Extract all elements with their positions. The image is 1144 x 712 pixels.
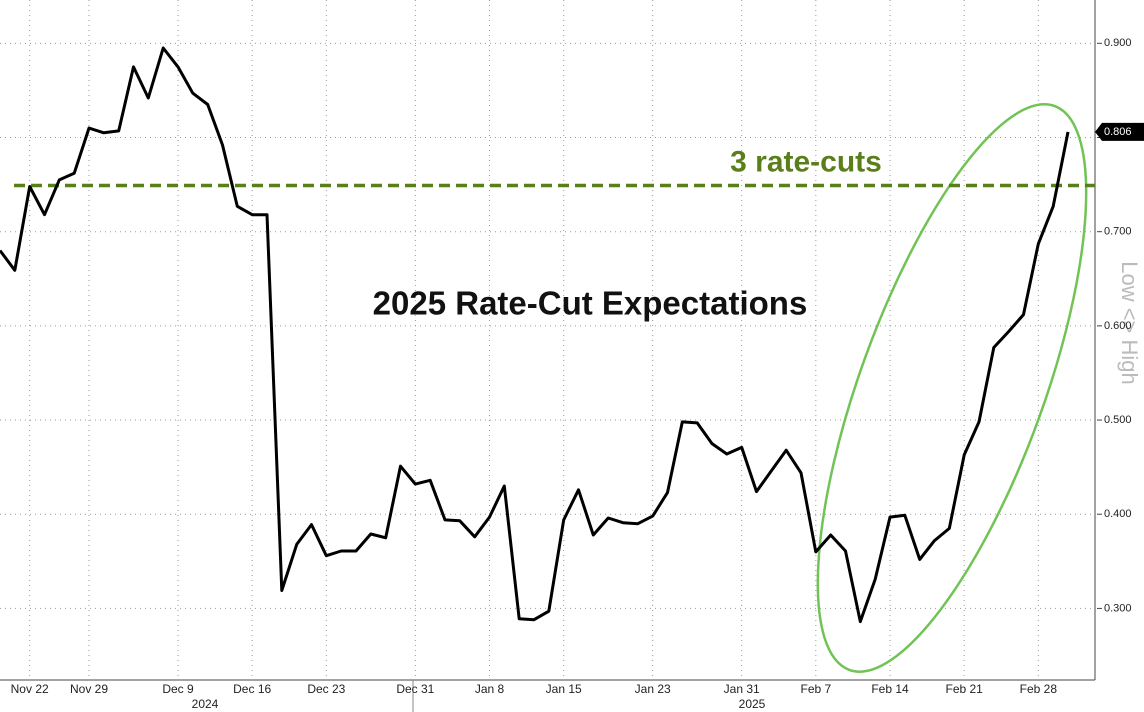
x-tick-label: Jan 8 (475, 682, 505, 696)
x-tick-label: Dec 23 (307, 682, 345, 696)
year-label: 2024 (192, 697, 219, 711)
x-tick-label: Jan 23 (635, 682, 671, 696)
chart-title: 2025 Rate-Cut Expectations (373, 285, 808, 322)
y-tick-label: 0.300 (1104, 602, 1132, 614)
y-tick-label: 0.600 (1104, 320, 1132, 332)
y-tick-label: 0.500 (1104, 414, 1132, 426)
y-tick-label: 0.700 (1104, 226, 1132, 238)
x-tick-label: Nov 29 (70, 682, 108, 696)
y-axis-label: Low <> High (1117, 261, 1142, 385)
x-tick-label: Jan 15 (546, 682, 582, 696)
y-tick-label: 0.400 (1104, 508, 1132, 520)
x-tick-label: Feb 28 (1020, 682, 1058, 696)
y-tick-label: 0.900 (1104, 37, 1132, 49)
last-value-label: 0.806 (1104, 126, 1132, 138)
x-tick-label: Nov 22 (11, 682, 49, 696)
x-tick-label: Feb 7 (800, 682, 831, 696)
x-tick-label: Feb 21 (945, 682, 983, 696)
x-tick-label: Jan 31 (724, 682, 760, 696)
reference-label: 3 rate-cuts (730, 145, 882, 178)
x-tick-label: Feb 14 (871, 682, 909, 696)
year-label: 2025 (739, 697, 766, 711)
x-tick-label: Dec 9 (162, 682, 194, 696)
highlight-ellipse (816, 103, 1088, 673)
x-tick-label: Dec 31 (396, 682, 434, 696)
series-line (0, 46, 1070, 624)
last-value-box (1095, 122, 1144, 141)
x-tick-label: Dec 16 (233, 682, 271, 696)
